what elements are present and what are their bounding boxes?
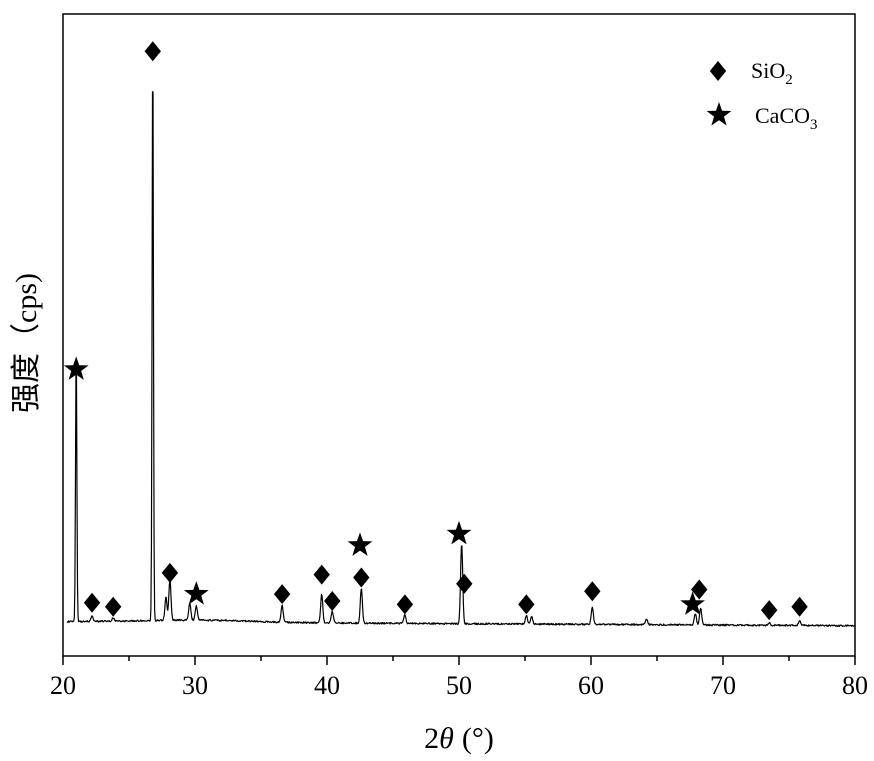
x-tick-label: 40	[314, 671, 340, 700]
legend-diamond-marker	[709, 61, 727, 81]
sio2-peak-marker	[691, 579, 708, 600]
legend-label-caco3: CaCO3	[755, 103, 818, 133]
y-axis-title: 强度（cps)	[10, 273, 43, 413]
x-axis-title-unit: (°)	[462, 722, 494, 755]
sio2-peak-marker	[273, 584, 291, 605]
x-tick-label: 20	[50, 671, 76, 700]
sio2-peak-marker	[584, 581, 601, 602]
legend-label-sio2-text: SiO	[751, 58, 785, 83]
caco3-peak-marker	[63, 356, 89, 380]
peak-markers	[63, 41, 808, 621]
x-tick-label: 50	[446, 671, 472, 700]
caco3-peak-marker	[446, 520, 472, 545]
legend-star-marker	[706, 102, 732, 126]
sio2-peak-marker	[144, 41, 161, 62]
sio2-peak-marker	[761, 600, 778, 621]
caco3-peak-marker	[183, 581, 209, 605]
x-tick-label: 80	[842, 671, 868, 700]
sio2-peak-marker	[83, 592, 101, 613]
x-axis-title: 2θ (°)	[424, 722, 494, 755]
xrd-curve	[66, 91, 856, 627]
x-axis-ticks: 20 30 40 50 60 70 80	[50, 656, 868, 700]
legend-label-sio2-sub: 2	[785, 72, 793, 88]
legend: SiO2 CaCO3	[706, 58, 818, 133]
sio2-peak-marker	[104, 596, 122, 617]
x-tick-label: 70	[710, 671, 736, 700]
sio2-peak-marker	[791, 596, 808, 617]
x-axis-title-prefix: 2	[424, 722, 439, 755]
legend-label-caco3-text: CaCO	[755, 103, 810, 128]
legend-label-sio2: SiO2	[751, 58, 793, 88]
caco3-peak-marker	[347, 532, 373, 556]
sio2-peak-marker	[313, 564, 330, 585]
sio2-peak-marker	[518, 594, 535, 615]
legend-label-caco3-sub: 3	[810, 117, 818, 133]
plot-frame	[62, 13, 856, 657]
x-axis-title-symbol: θ	[439, 722, 454, 755]
x-tick-label: 30	[182, 671, 208, 700]
sio2-peak-marker	[353, 567, 370, 588]
sio2-peak-marker	[161, 562, 179, 583]
sio2-peak-marker	[396, 594, 414, 615]
sio2-peak-marker	[456, 573, 473, 594]
sio2-peak-marker	[324, 590, 341, 611]
x-tick-label: 60	[578, 671, 604, 700]
caco3-peak-marker	[680, 591, 705, 615]
